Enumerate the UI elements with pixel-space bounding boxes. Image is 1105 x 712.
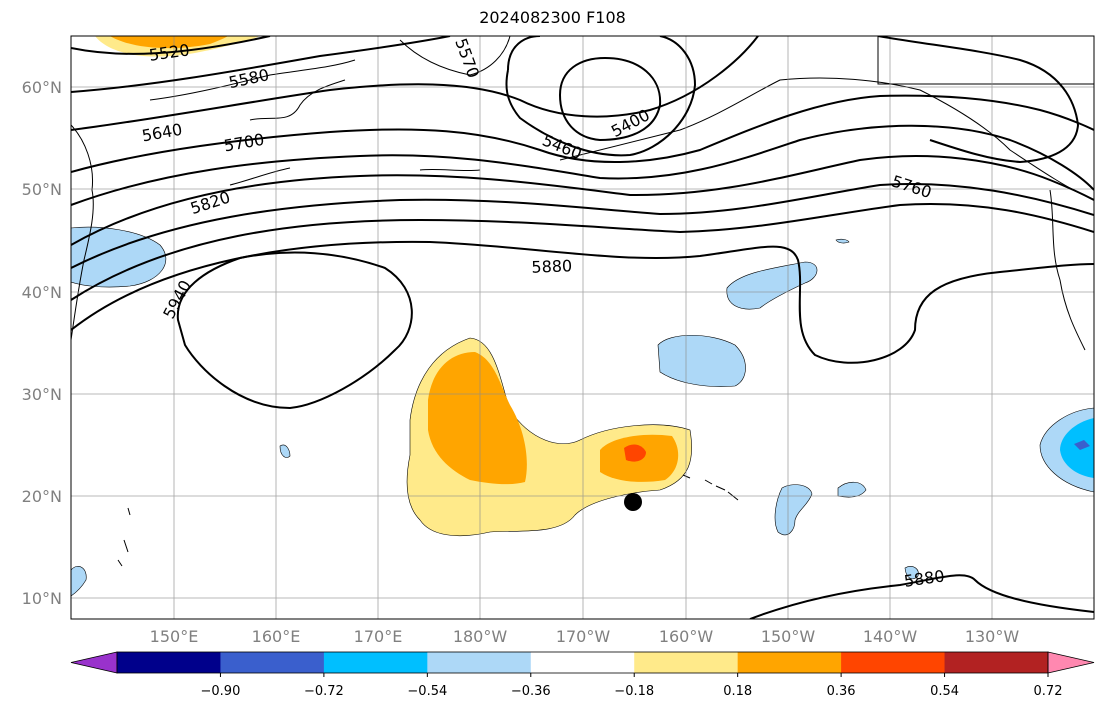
map-area — [71, 36, 1094, 619]
colorbar-swatch — [530, 652, 635, 673]
colorbar-swatch — [841, 652, 946, 673]
colorbar-extend-low — [70, 651, 118, 674]
strong-positive-anomaly — [624, 444, 646, 462]
colorbar-tick-label: −0.18 — [614, 684, 654, 699]
lat-tick-label: 50°N — [22, 180, 62, 199]
coastline-aleutians — [229, 167, 481, 186]
negative-anomaly-core-east — [1060, 418, 1094, 478]
colorbar-swatch — [220, 652, 325, 673]
graticule — [71, 36, 1094, 619]
colorbar-tick-label: 0.72 — [1034, 684, 1063, 699]
colorbar: −0.90 −0.72 −0.54 −0.36 −0.18 0.18 0.36 0.54 0.7… — [70, 651, 1095, 699]
contour-5940 — [176, 251, 413, 410]
lon-tick-label: 130°W — [965, 627, 1020, 646]
positive-anomaly-core — [110, 36, 228, 49]
coastline-kamchatka-2 — [249, 79, 346, 121]
lat-tick-label: 60°N — [22, 78, 62, 97]
coastline-alaska — [559, 77, 1094, 201]
coastline-asia — [71, 124, 94, 341]
negative-anomaly-patch-7 — [904, 566, 919, 580]
lat-tick-label: 20°N — [22, 487, 62, 506]
negative-anomaly-patch-6 — [835, 238, 850, 244]
lon-tick-label: 170°E — [354, 627, 403, 646]
lon-axis: 150°E 160°E 170°E 180°W 170°W 160°W 150°… — [150, 627, 1020, 646]
negative-anomaly-patch-2 — [657, 334, 746, 387]
lat-tick-label: 40°N — [22, 283, 62, 302]
lon-tick-label: 160°E — [252, 627, 301, 646]
contour-5880 — [71, 240, 1094, 364]
lon-tick-label: 150°W — [761, 627, 816, 646]
negative-anomaly-patch-1 — [726, 261, 818, 310]
storm-position-dot — [624, 493, 642, 511]
coastline-hawaii — [682, 474, 739, 501]
contour-5520 — [71, 36, 271, 55]
colorbar-tick-label: 0.18 — [723, 684, 752, 699]
colorbar-tick-label: −0.90 — [201, 684, 241, 699]
negative-anomaly-patch-5 — [279, 444, 291, 458]
contour-5820a — [71, 155, 1094, 246]
negative-anomaly-region — [71, 226, 167, 288]
lon-tick-label: 150°E — [150, 627, 199, 646]
colorbar-swatch — [323, 652, 428, 673]
lat-tick-label: 30°N — [22, 385, 62, 404]
colorbar-tick-label: −0.54 — [407, 684, 447, 699]
positive-anomaly-core-central — [428, 352, 527, 485]
colorbar-tick-label: −0.72 — [304, 684, 344, 699]
negative-anomaly-patch-8 — [71, 566, 87, 597]
lon-tick-label: 160°W — [659, 627, 714, 646]
lon-tick-label: 140°W — [863, 627, 918, 646]
contour-5400 — [558, 56, 662, 142]
border-canada — [877, 36, 1094, 85]
contour-5700 — [71, 94, 1094, 173]
lon-tick-label: 170°W — [556, 627, 611, 646]
negative-anomaly-patch-3 — [774, 484, 813, 536]
lat-axis: 60°N 50°N 40°N 30°N 20°N 10°N — [22, 78, 62, 608]
coastline-kamchatka — [149, 59, 356, 101]
colorbar-frame — [116, 651, 1049, 674]
negative-anomaly-patch-4 — [837, 481, 867, 498]
contour-5640 — [71, 36, 759, 131]
colorbar-swatch — [427, 652, 532, 673]
colorbar-tick-label: 0.54 — [930, 684, 959, 699]
lat-tick-label: 10°N — [22, 589, 62, 608]
colorbar-swatch — [634, 652, 739, 673]
strong-negative-anomaly — [1074, 440, 1090, 450]
coastline-chukotka — [399, 36, 511, 76]
contour-5760 — [71, 124, 1094, 206]
lon-tick-label: 180°W — [453, 627, 508, 646]
contour-5580 — [71, 36, 451, 93]
colorbar-swatch — [737, 652, 842, 673]
colorbar-swatch — [944, 652, 1049, 673]
colorbar-tick-label: −0.36 — [511, 684, 551, 699]
colorbar-extend-high — [1047, 651, 1095, 674]
contour-label: 5880 — [531, 256, 572, 276]
coastlines — [71, 36, 1094, 567]
contour-5880-south — [749, 574, 1094, 619]
coastline-islands — [117, 507, 131, 567]
anomaly-shading — [71, 36, 1094, 597]
plot-title: 2024082300 F108 — [479, 8, 626, 27]
contour-5820b — [71, 183, 1094, 269]
map-frame — [70, 35, 1095, 620]
colorbar-swatch — [117, 652, 221, 673]
coastline-north-america — [1049, 189, 1086, 351]
height-contours — [71, 36, 1094, 619]
contour-5760-east — [877, 36, 1080, 164]
colorbar-tick-label: 0.36 — [827, 684, 856, 699]
contour-5820c — [71, 203, 1094, 301]
